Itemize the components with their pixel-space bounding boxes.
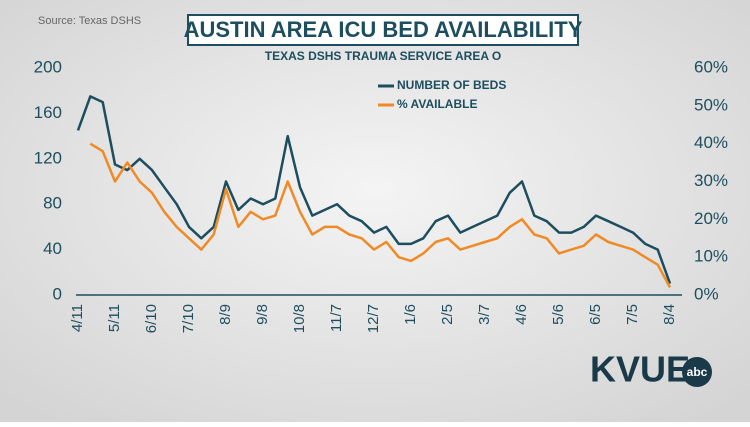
- x-tick-label: 1/6: [402, 304, 419, 325]
- x-tick-label: 12/7: [365, 304, 382, 333]
- x-tick-label: 3/7: [476, 304, 493, 325]
- y2-tick-label: 10%: [694, 247, 728, 266]
- y-tick-label: 120: [34, 148, 62, 167]
- y2-tick-label: 0%: [694, 284, 719, 303]
- source: Source: Texas DSHS: [38, 15, 141, 27]
- chart-subtitle: TEXAS DSHS TRAUMA SERVICE AREA O: [265, 49, 501, 63]
- logo-badge-circle: [682, 357, 712, 387]
- logo-badge: abc: [687, 365, 708, 379]
- x-tick-label: 6/5: [587, 304, 604, 325]
- title-box: [187, 14, 579, 46]
- y-tick-label: 0: [53, 284, 62, 303]
- y-tick-label: 200: [34, 57, 62, 76]
- x-tick-label: 10/8: [291, 304, 308, 333]
- x-tick-label: 8/4: [661, 304, 678, 325]
- series-line: [76, 95, 672, 285]
- legend-label: NUMBER OF BEDS: [397, 78, 506, 92]
- x-tick-label: 2/5: [439, 304, 456, 325]
- y2-tick-label: 40%: [694, 133, 728, 152]
- x-tick-label: 9/8: [254, 304, 271, 325]
- y-tick-label: 160: [34, 103, 62, 122]
- x-tick-label: 5/11: [106, 304, 123, 332]
- legend-label: % AVAILABLE: [397, 97, 477, 111]
- y-tick-label: 40: [43, 239, 62, 258]
- x-tick-label: 11/7: [328, 304, 345, 332]
- x-tick-label: 7/10: [180, 304, 197, 333]
- x-tick-label: 4/11: [69, 304, 86, 332]
- x-tick-label: 5/6: [550, 304, 567, 325]
- y2-tick-label: 20%: [694, 209, 728, 228]
- y2-tick-label: 50%: [694, 95, 728, 114]
- logo: KVUE: [590, 349, 690, 390]
- series-line: [89, 142, 672, 288]
- x-tick-label: 6/10: [143, 304, 160, 333]
- y2-tick-label: 30%: [694, 171, 728, 190]
- x-tick-label: 8/9: [217, 304, 234, 325]
- x-tick-label: 7/5: [624, 304, 641, 325]
- x-tick-label: 4/6: [513, 304, 530, 325]
- y-tick-label: 80: [43, 194, 62, 213]
- chart-title: AUSTIN AREA ICU BED AVAILABILITY: [184, 17, 583, 42]
- y2-tick-label: 60%: [694, 57, 728, 76]
